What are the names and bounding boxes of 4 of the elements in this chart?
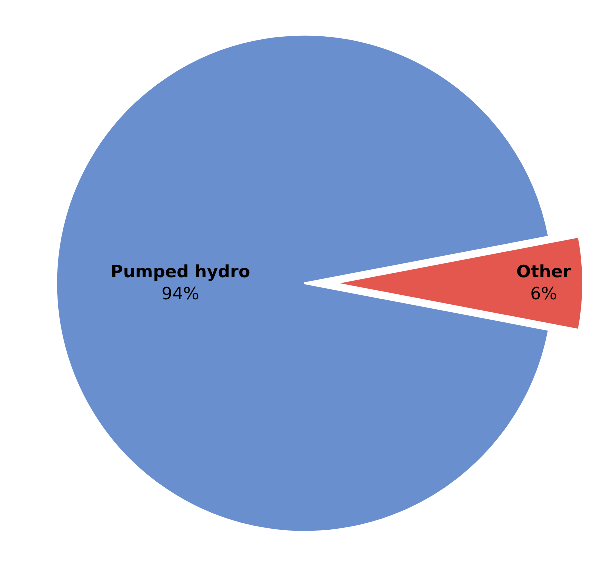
data-label: 94% — [162, 284, 200, 305]
slice-label: Pumped hydro — [110, 262, 250, 282]
slice-label: Other — [516, 262, 572, 282]
data-label: 6% — [530, 284, 558, 305]
